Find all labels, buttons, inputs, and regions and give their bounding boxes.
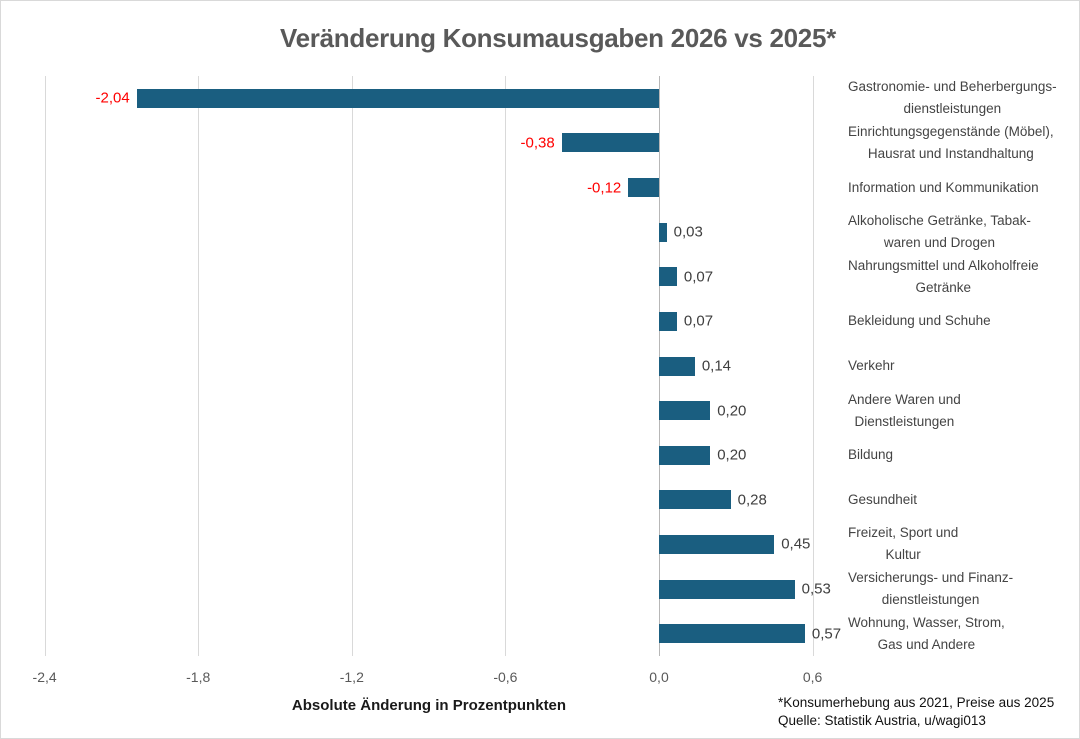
x-tick-label: -2,4 (32, 669, 57, 685)
bar (659, 311, 677, 331)
category-label-line: Information und Kommunikation (848, 179, 1039, 195)
footnote: *Konsumerhebung aus 2021, Preise aus 202… (778, 694, 1054, 730)
grid-line (198, 76, 200, 656)
bar (659, 267, 677, 287)
category-label: Andere Waren und Dienstleistungen (848, 389, 961, 433)
value-label: 0,03 (673, 223, 703, 241)
category-label: Bildung (848, 444, 893, 466)
value-label: 0,53 (801, 580, 831, 598)
x-tick-label: 0,6 (802, 669, 823, 685)
category-label: Wohnung, Wasser, Strom, Gas und Andere (848, 612, 1005, 656)
category-label: Gesundheit (848, 489, 917, 511)
category-label-line: Alkoholische Getränke, Tabak- (848, 213, 1031, 229)
x-tick-label: -1,8 (186, 669, 211, 685)
category-label-line: Nahrungsmittel und Alkoholfreie (848, 257, 1039, 273)
value-label: -0,12 (587, 179, 622, 197)
category-label-line: Gesundheit (848, 491, 918, 507)
category-label-line: dienstleistungen (903, 101, 1002, 117)
category-label-line: Bekleidung und Schuhe (848, 313, 991, 329)
category-label: Alkoholische Getränke, Tabak-waren und D… (848, 210, 1031, 254)
grid-line (505, 76, 507, 656)
category-label-line: Bildung (848, 447, 894, 463)
value-label: 0,07 (683, 268, 714, 286)
bar (628, 178, 659, 198)
bar (659, 579, 795, 599)
x-tick-label: -1,2 (339, 669, 364, 685)
footnote-line-1: *Konsumerhebung aus 2021, Preise aus 202… (778, 695, 1055, 710)
category-label-line: Einrichtungsgegenstände (Möbel), (848, 123, 1054, 139)
category-label-line: Hausrat und Instandhaltung (867, 145, 1034, 161)
bar (659, 624, 805, 644)
category-label-line: dienstleistungen (881, 592, 980, 608)
category-label-line: Gas und Andere (877, 636, 976, 652)
value-label: 0,20 (717, 402, 747, 420)
value-label: 0,14 (701, 357, 732, 375)
bar (561, 133, 659, 153)
bar (659, 534, 775, 554)
bar (136, 88, 659, 108)
category-label-line: Gastronomie- und Beherbergungs- (848, 79, 1057, 95)
category-label-line: Dienstleistungen (854, 413, 955, 429)
category-label-line: Verkehr (848, 358, 895, 373)
category-label-line: Freizeit, Sport und (848, 525, 959, 541)
category-label: Einrichtungsgegenstände (Möbel), Hausrat … (848, 121, 1054, 165)
bar (659, 356, 695, 376)
bar (659, 445, 711, 465)
category-label-line: Getränke (915, 279, 972, 295)
grid-line (44, 76, 46, 656)
category-label-line: Kultur (885, 547, 921, 563)
value-label: 0,45 (781, 535, 811, 553)
category-label: Gastronomie- und Beherbergungs-dienstlei… (848, 76, 1057, 120)
value-label: -0,38 (520, 134, 555, 152)
value-label: 0,07 (683, 312, 714, 330)
category-label: Information und Kommunikation (848, 177, 1039, 199)
category-label: Nahrungsmittel und Alkoholfreie Getränke (848, 255, 1039, 299)
category-label-line: waren und Drogen (883, 235, 995, 251)
value-label: 0,28 (737, 491, 767, 509)
value-label: 0,20 (717, 446, 747, 464)
category-label: Verkehr (848, 355, 895, 377)
x-tick-label: -0,6 (493, 669, 518, 685)
category-label-line: Wohnung, Wasser, Strom, (848, 614, 1005, 630)
category-label-line: Versicherungs- und Finanz- (848, 570, 1014, 586)
category-label: Freizeit, Sport und Kultur (848, 522, 958, 566)
category-label-line: Andere Waren und (848, 391, 961, 407)
grid-line (351, 76, 353, 656)
bar (659, 222, 667, 242)
value-label: 0,57 (811, 625, 842, 643)
x-tick-label: 0,0 (649, 669, 669, 685)
x-axis-title: Absolute Änderung in Prozentpunkten (291, 697, 567, 714)
category-label: Versicherungs- und Finanz-dienstleistung… (848, 567, 1013, 611)
grid-line (812, 76, 814, 656)
bar (659, 490, 731, 510)
value-label: -2,04 (95, 89, 130, 107)
footnote-line-2: Quelle: Statistik Austria, u/wagi013 (778, 713, 986, 728)
bar (659, 401, 711, 421)
category-label: Bekleidung und Schuhe (848, 310, 991, 332)
chart-title: Veränderung Konsumausgaben 2026 vs 2025* (280, 23, 836, 53)
